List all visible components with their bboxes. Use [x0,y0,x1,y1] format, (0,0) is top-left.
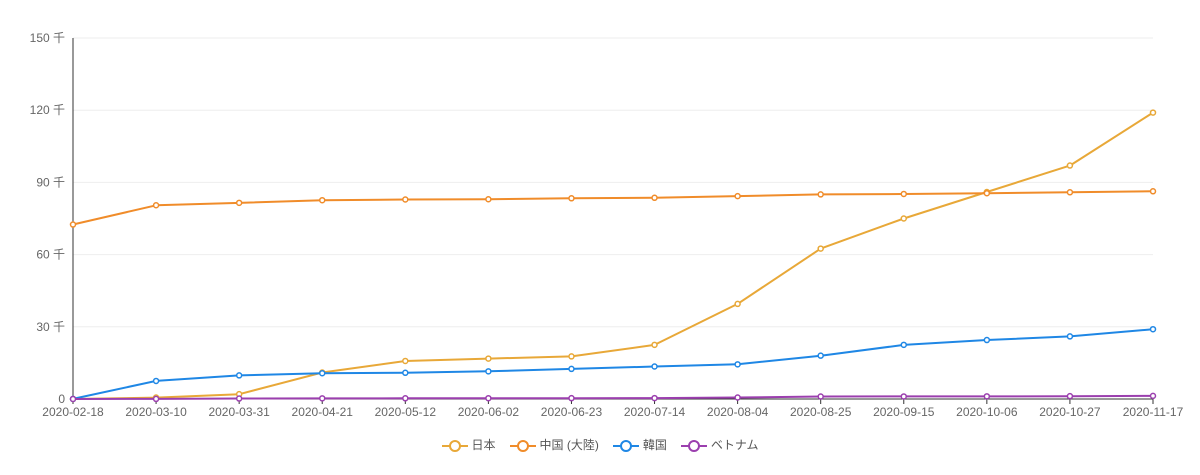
x-tick-label: 2020-08-04 [707,405,769,419]
data-point[interactable] [568,353,575,360]
legend-label: ベトナム [710,438,759,452]
data-point[interactable] [817,393,824,400]
data-point[interactable] [318,196,326,204]
data-point[interactable] [485,394,492,402]
data-point[interactable] [568,365,575,373]
series-0 [69,109,1157,403]
data-point[interactable] [402,196,409,203]
x-axis-tick-labels: 2020-02-18 2020-03-10 2020-03-31 2020-04-21… [42,405,1183,419]
data-point[interactable] [485,355,492,362]
data-point[interactable] [1149,325,1157,333]
x-tick-label: 2020-07-14 [624,405,686,419]
legend-marker-icon [612,439,639,452]
data-point[interactable] [235,372,243,379]
data-point[interactable] [817,191,824,198]
x-tick-label: 2020-04-21 [292,405,354,419]
data-point[interactable] [402,369,409,377]
grid-lines [73,37,1153,328]
data-point[interactable] [1066,333,1074,340]
data-point[interactable] [1066,162,1074,169]
x-tick-label: 2020-08-25 [790,405,852,419]
legend-item[interactable]: 韓国 [612,436,667,453]
data-point[interactable] [485,195,492,203]
data-point[interactable] [651,341,658,349]
data-point[interactable] [817,245,824,252]
data-point[interactable] [152,202,160,209]
legend-label: 日本 [471,438,496,452]
y-tick-label: 120 千 [30,103,65,117]
data-point[interactable] [402,357,409,365]
data-point[interactable] [235,395,243,402]
axes [72,38,1154,404]
series-line [72,190,1154,226]
data-point[interactable] [983,189,991,197]
data-point[interactable] [734,300,741,308]
series-line [72,111,1154,400]
data-point[interactable] [235,199,243,207]
data-point[interactable] [485,368,492,375]
data-point[interactable] [568,195,575,202]
data-point[interactable] [1066,189,1074,196]
legend-label: 韓国 [642,438,667,452]
y-tick-label: 60 千 [36,248,65,262]
y-tick-label: 150 千 [30,31,65,45]
data-point[interactable] [69,221,77,228]
data-point[interactable] [1149,109,1157,116]
x-tick-label: 2020-06-23 [541,405,603,419]
data-point[interactable] [983,336,991,344]
series-line [72,328,1154,400]
series-line [72,394,1154,400]
data-point[interactable] [318,369,326,377]
legend-item[interactable]: 日本 [441,436,496,453]
data-point[interactable] [734,361,741,368]
x-tick-label: 2020-11-17 [1123,405,1184,419]
data-point[interactable] [402,395,409,402]
series-2 [69,325,1157,403]
legend: 日本 中国 (大陸) 韓国 ベトナム [0,436,1200,453]
data-point[interactable] [900,215,908,222]
series-3 [69,392,1157,403]
data-point[interactable] [152,395,160,403]
data-point[interactable] [69,395,77,403]
x-tick-label: 2020-10-06 [956,405,1018,419]
x-tick-label: 2020-02-18 [42,405,104,419]
data-point[interactable] [900,393,908,400]
data-point[interactable] [734,394,741,401]
legend-marker-icon [509,439,536,452]
data-point[interactable] [1066,392,1074,400]
x-tick-label: 2020-10-27 [1039,405,1101,419]
legend-marker-icon [441,439,468,452]
data-point[interactable] [568,394,575,402]
data-point[interactable] [983,393,991,400]
data-point[interactable] [318,395,326,402]
y-tick-label: 0 [58,392,65,406]
series-1 [69,188,1157,228]
data-point[interactable] [900,190,908,198]
data-point[interactable] [651,394,658,402]
data-point[interactable] [1149,188,1157,195]
legend-label: 中国 (大陸) [539,438,599,452]
y-tick-label: 90 千 [36,175,65,189]
data-point[interactable] [1149,392,1157,400]
x-tick-label: 2020-06-02 [458,405,520,419]
legend-item[interactable]: 中国 (大陸) [509,436,599,453]
data-point[interactable] [152,377,160,385]
x-tick-label: 2020-09-15 [873,405,935,419]
data-point[interactable] [817,352,824,359]
y-tick-label: 30 千 [36,320,65,334]
y-axis-tick-labels: 0 30 千 60 千 90 千 120 千 150 千 [30,31,66,406]
data-point[interactable] [651,363,658,370]
x-tick-label: 2020-03-31 [208,405,270,419]
legend-item[interactable]: ベトナム [680,436,759,453]
legend-marker-icon [680,439,707,452]
data-point[interactable] [900,341,908,349]
series-lines [69,109,1157,403]
data-point[interactable] [734,192,741,200]
x-tick-label: 2020-05-12 [375,405,437,419]
data-point[interactable] [651,194,658,202]
x-tick-label: 2020-03-10 [125,405,187,419]
